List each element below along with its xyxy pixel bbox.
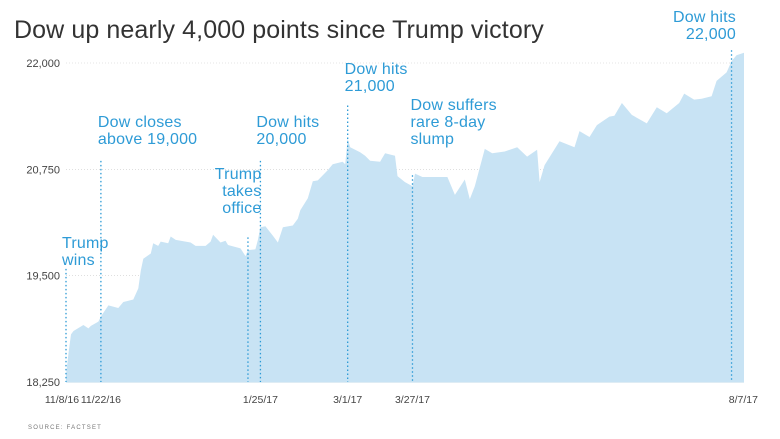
y-tick-label: 18,250 (26, 377, 60, 389)
annotation-label: Dow hits 20,000 (256, 114, 320, 149)
x-tick-label: 1/25/17 (243, 394, 278, 406)
annotation-label: Dow hits 21,000 (344, 61, 408, 96)
y-tick-label: 19,500 (26, 271, 60, 283)
y-axis-ticks: 22,000 20,750 19,500 18,250 (26, 58, 60, 389)
x-tick-label: 11/8/16 (45, 394, 79, 406)
y-tick-label: 22,000 (26, 58, 60, 70)
annotation-label: Dow suffers rare 8-day slump (410, 97, 497, 149)
chart-title: Dow up nearly 4,000 points since Trump v… (14, 16, 544, 44)
annotation-label: Trump takes office (214, 165, 262, 217)
x-axis-ticks: 11/8/16 11/22/16 1/25/17 3/1/17 3/27/17 8/7/1… (45, 394, 758, 406)
event-marker-lines (65, 50, 733, 382)
y-tick-label: 20,750 (26, 164, 60, 176)
x-tick-label: 8/7/17 (729, 394, 758, 406)
x-tick-label: 3/27/17 (395, 394, 430, 406)
annotation-label: Trump wins (62, 234, 109, 269)
annotation-label: Dow closes above 19,000 (97, 114, 198, 149)
x-tick-label: 3/1/17 (333, 394, 362, 406)
dow-area-series (66, 52, 744, 383)
source-note: SOURCE: FACTSET (28, 425, 103, 431)
annotation-label: Dow hits 22,000 (673, 9, 736, 44)
x-tick-label: 11/22/16 (81, 394, 121, 406)
